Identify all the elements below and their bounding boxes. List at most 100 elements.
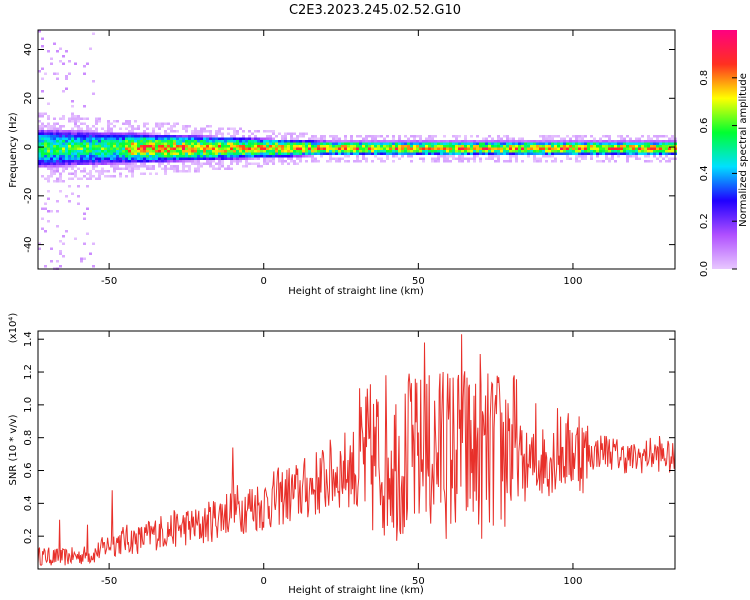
heatmap-cell (401, 147, 404, 150)
heatmap-cell (296, 157, 299, 160)
heatmap-cell (377, 145, 380, 148)
heatmap-cell (416, 150, 419, 153)
heatmap-cell (131, 127, 134, 130)
heatmap-cell (491, 137, 494, 140)
heatmap-cell (140, 140, 143, 143)
heatmap-cell (557, 135, 560, 138)
heatmap-cell (203, 147, 206, 150)
heatmap-cell (56, 127, 59, 130)
heatmap-cell (161, 142, 164, 145)
heatmap-cell (659, 147, 662, 150)
heatmap-cell (86, 162, 89, 165)
heatmap-cell (194, 157, 197, 160)
heatmap-cell (359, 135, 362, 138)
heatmap-cell (419, 150, 422, 153)
heatmap-cell (254, 130, 257, 133)
heatmap-cell (194, 147, 197, 150)
heatmap-cell (107, 137, 110, 140)
heatmap-cell (116, 167, 119, 170)
heatmap-cell (47, 145, 50, 148)
heatmap-cell (50, 162, 53, 165)
heatmap-cell (425, 140, 428, 143)
heatmap-cell (587, 150, 590, 153)
heatmap-cell (182, 145, 185, 148)
heatmap-cell (200, 135, 203, 138)
heatmap-cell (47, 160, 50, 163)
heatmap-cell (179, 160, 182, 163)
heatmap-cell (62, 132, 65, 135)
heatmap-cell (107, 142, 110, 145)
heatmap-cell (509, 140, 512, 143)
heatmap-cell (332, 152, 335, 155)
heatmap-cell (638, 150, 641, 153)
heatmap-cell (98, 162, 101, 165)
heatmap-cell (644, 145, 647, 148)
heatmap-cell (209, 155, 212, 158)
heatmap-cell (53, 162, 56, 165)
heatmap-cell (515, 145, 518, 148)
heatmap-cell (143, 157, 146, 160)
heatmap-cell (479, 147, 482, 150)
heatmap-cell (437, 145, 440, 148)
heatmap-cell (326, 160, 329, 163)
heatmap-cell (245, 150, 248, 153)
heatmap-cell (158, 165, 161, 168)
heatmap-cell (86, 207, 89, 210)
heatmap-cell (173, 152, 176, 155)
heatmap-cell (425, 147, 428, 150)
heatmap-cell (77, 130, 80, 133)
heatmap-cell (77, 177, 80, 180)
heatmap-cell (380, 145, 383, 148)
heatmap-cell (410, 150, 413, 153)
heatmap-cell (227, 147, 230, 150)
heatmap-cell (386, 140, 389, 143)
heatmap-cell (431, 140, 434, 143)
heatmap-cell (380, 160, 383, 163)
heatmap-cell (578, 137, 581, 140)
heatmap-cell (470, 152, 473, 155)
heatmap-cell (98, 160, 101, 163)
heatmap-cell (134, 152, 137, 155)
heatmap-cell (374, 135, 377, 138)
heatmap-cell (443, 150, 446, 153)
heatmap-cell (74, 140, 77, 143)
heatmap-cell (59, 60, 62, 63)
heatmap-cell (434, 157, 437, 160)
heatmap-cell (314, 137, 317, 140)
heatmap-cell (191, 157, 194, 160)
heatmap-cell (512, 152, 515, 155)
heatmap-cell (128, 152, 131, 155)
heatmap-cell (38, 127, 41, 130)
heatmap-cell (521, 160, 524, 163)
heatmap-cell (578, 140, 581, 143)
heatmap-cell (44, 147, 47, 150)
heatmap-cell (110, 137, 113, 140)
heatmap-cell (146, 167, 149, 170)
heatmap-cell (254, 145, 257, 148)
heatmap-cell (77, 167, 80, 170)
heatmap-cell (344, 152, 347, 155)
heatmap-cell (290, 145, 293, 148)
heatmap-cell (467, 152, 470, 155)
heatmap-cell (260, 147, 263, 150)
heatmap-cell (416, 152, 419, 155)
heatmap-cell (44, 145, 47, 148)
heatmap-y-tick-label: -20 (23, 188, 34, 204)
heatmap-cell (356, 140, 359, 143)
heatmap-cell (86, 125, 89, 128)
heatmap-cell (188, 157, 191, 160)
heatmap-cell (167, 167, 170, 170)
heatmap-cell (476, 135, 479, 138)
heatmap-cell (50, 145, 53, 148)
heatmap-cell (296, 155, 299, 158)
heatmap-cell (158, 155, 161, 158)
heatmap-cell (83, 142, 86, 145)
heatmap-cell (80, 137, 83, 140)
heatmap-cell (467, 140, 470, 143)
heatmap-cell (47, 147, 50, 150)
heatmap-cell (80, 142, 83, 145)
heatmap-cell (47, 220, 50, 223)
heatmap-cell (167, 155, 170, 158)
heatmap-cell (308, 137, 311, 140)
heatmap-cell (293, 152, 296, 155)
